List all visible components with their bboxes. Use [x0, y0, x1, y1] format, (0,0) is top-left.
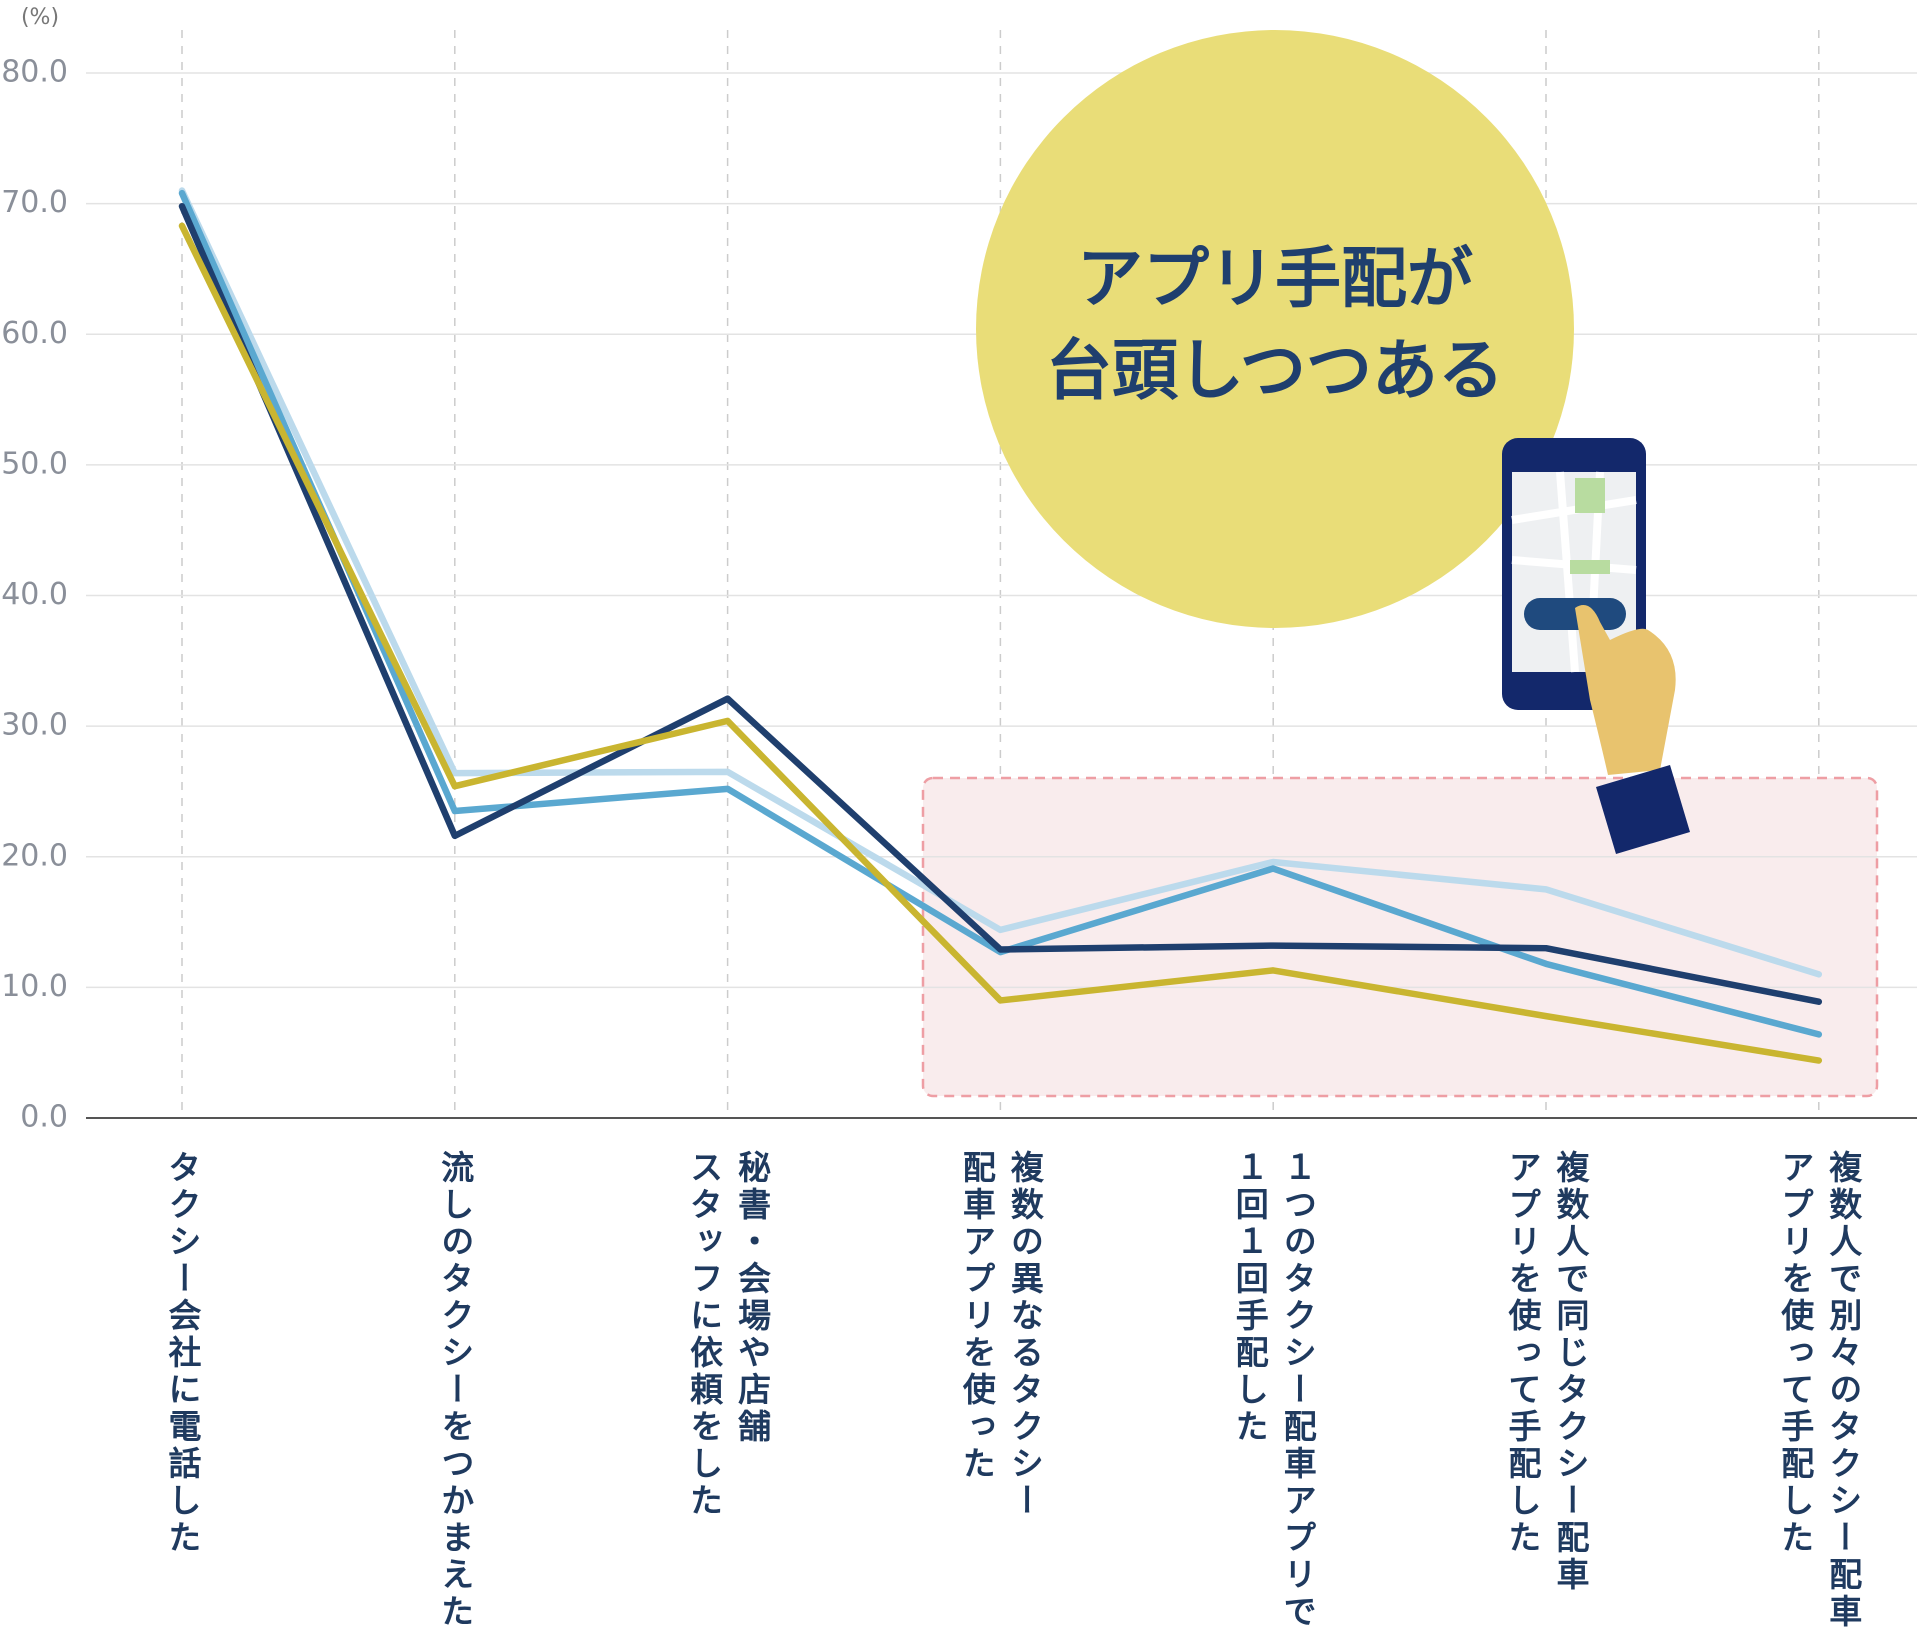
y-tick-label: 10.0 — [1, 969, 68, 1004]
x-tick-label: 複数人で同じタクシー配車 アプリを使って手配した — [1503, 1150, 1590, 1594]
y-tick-label: 20.0 — [1, 838, 68, 873]
x-tick-label: 秘書・会場や店舗 スタッフに依頼をした — [684, 1150, 772, 1520]
y-tick-label: 50.0 — [1, 446, 68, 481]
y-tick-label: 60.0 — [1, 316, 68, 351]
x-tick-label: タクシー会社に電話した — [163, 1150, 202, 1557]
series-line — [178, 187, 1823, 978]
x-tick-label: 複数の異なるタクシー 配車アプリを使った — [957, 1150, 1045, 1520]
series-line — [178, 222, 1823, 1064]
y-tick-label: 40.0 — [1, 577, 68, 612]
y-tick-label: 30.0 — [1, 708, 68, 743]
callout-circle — [976, 30, 1574, 628]
phone-illustration — [1502, 438, 1690, 854]
x-tick-label: １つのタクシー配車アプリで １回１回手配した — [1230, 1150, 1318, 1631]
x-tick-label: 流しのタクシーをつかまえた — [435, 1150, 475, 1631]
y-tick-label: 0.0 — [20, 1100, 68, 1135]
y-unit: (%) — [21, 5, 59, 30]
y-tick-label: 70.0 — [1, 185, 68, 220]
x-tick-label: 複数人で別々のタクシー配車 アプリを使って手配した — [1775, 1150, 1863, 1631]
y-tick-label: 80.0 — [1, 55, 68, 90]
series-line — [178, 202, 1823, 1005]
callout-text: アプリ手配が台頭しつつある — [1046, 240, 1504, 409]
